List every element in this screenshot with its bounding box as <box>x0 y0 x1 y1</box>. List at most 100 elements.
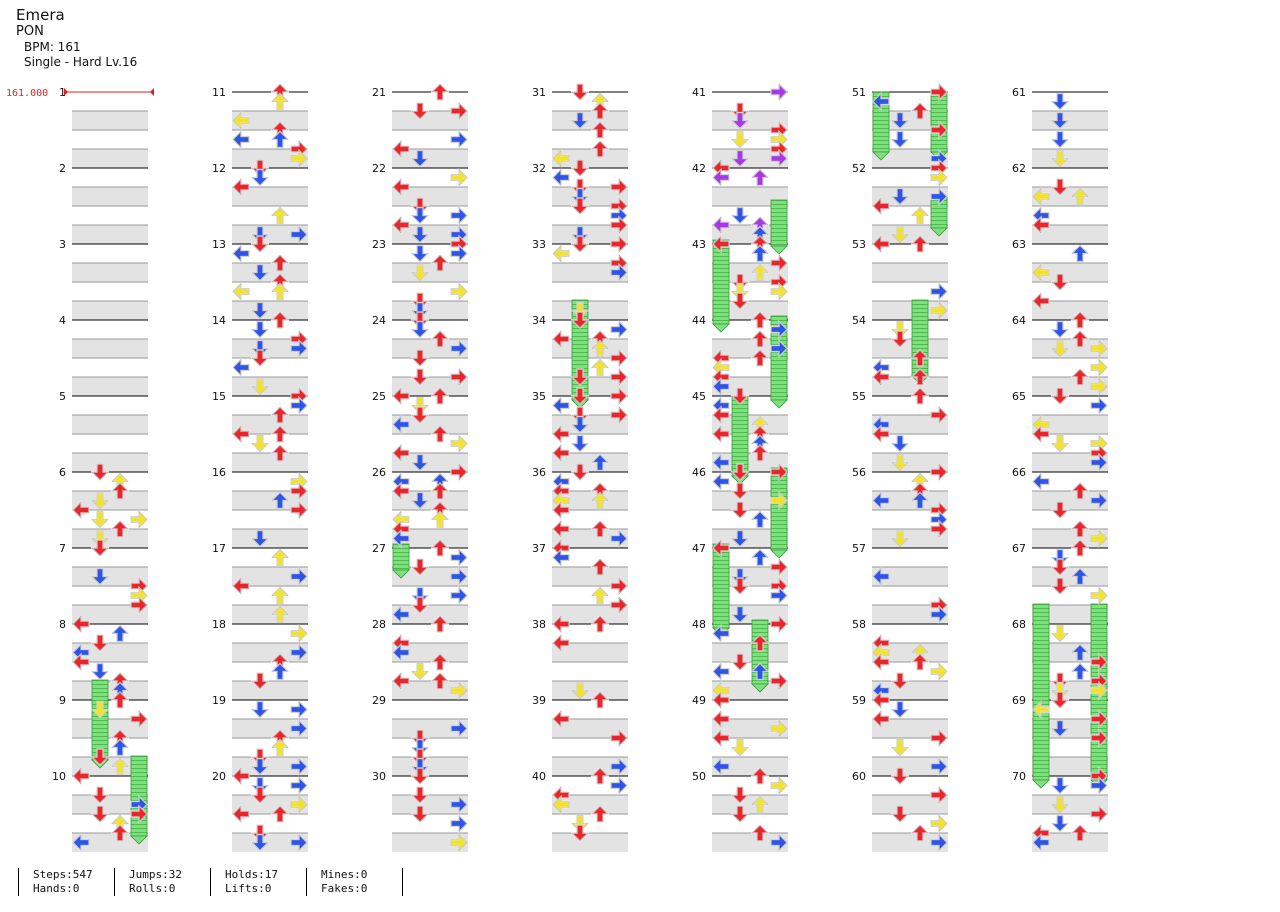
arrow-note <box>250 168 270 187</box>
measure-number: 34 <box>532 314 546 327</box>
arrow-note <box>110 520 130 538</box>
arrow-note <box>730 463 750 481</box>
arrow-note <box>1050 320 1070 339</box>
arrow-note <box>570 187 590 206</box>
beat-band <box>552 225 628 244</box>
measure-number: 13 <box>212 238 226 251</box>
arrow-note <box>450 719 468 738</box>
hold-body <box>91 679 109 761</box>
arrow-note <box>570 824 590 842</box>
arrow-note <box>930 301 948 320</box>
song-title: Emera <box>16 6 65 24</box>
arrow-note <box>930 462 948 482</box>
arrow-note <box>1070 368 1090 386</box>
beat-band <box>872 111 948 130</box>
arrow-note <box>552 149 570 168</box>
beat-band <box>872 377 948 396</box>
arrow-note <box>930 168 948 187</box>
beat-band <box>232 795 308 814</box>
arrow-note <box>910 824 930 842</box>
arrow-note <box>90 463 110 481</box>
arrow-note <box>1032 700 1050 719</box>
beat-band <box>72 643 148 662</box>
arrow-note <box>290 757 308 776</box>
arrow-note <box>250 833 270 852</box>
arrow-note <box>930 82 948 102</box>
beat-band <box>872 187 948 206</box>
arrow-note <box>410 729 430 747</box>
hold-body <box>392 543 410 571</box>
arrow-note <box>1032 424 1050 444</box>
arrow-note <box>392 139 410 159</box>
beat-band <box>232 377 308 396</box>
arrow-note <box>570 415 590 434</box>
arrow-note <box>110 738 130 757</box>
beat-band <box>872 605 948 624</box>
measure-number: 62 <box>1012 162 1026 175</box>
arrow-note <box>1032 472 1050 491</box>
beat-band <box>712 681 788 700</box>
stat-rolls: Rolls:0 <box>129 882 176 895</box>
stat-steps: Steps:547 <box>33 868 93 881</box>
arrow-note <box>450 168 468 187</box>
arrow-note <box>1090 652 1108 672</box>
arrow-note <box>730 605 750 624</box>
measure-number: 38 <box>532 618 546 631</box>
arrow-note <box>1090 709 1108 729</box>
arrow-note <box>872 367 890 387</box>
arrow-note <box>290 776 308 795</box>
beat-band <box>392 605 468 624</box>
arrow-note <box>450 434 468 453</box>
hold-end <box>1032 779 1050 789</box>
arrow-note <box>770 82 788 102</box>
beat-band <box>872 149 948 168</box>
measure-number: 15 <box>212 390 226 403</box>
measure-number: 2 <box>59 162 66 175</box>
arrow-note <box>290 567 308 586</box>
song-artist: PON <box>16 24 44 39</box>
arrow-note <box>410 805 430 823</box>
arrow-note <box>770 339 788 358</box>
arrow-note <box>570 463 590 481</box>
arrow-note <box>392 386 410 406</box>
beat-band <box>1032 643 1108 662</box>
stats-mines-fakes: Mines:0 Fakes:0 <box>306 868 402 896</box>
beat-band <box>392 719 468 738</box>
arrow-note <box>1070 187 1090 206</box>
arrow-note <box>1050 577 1070 595</box>
arrow-note <box>232 804 250 824</box>
measure-number: 14 <box>212 314 226 327</box>
arrow-note <box>410 206 430 225</box>
measure-number: 70 <box>1012 770 1026 783</box>
arrow-note <box>232 358 250 377</box>
measure-column-3 <box>392 91 468 852</box>
measure-number: 36 <box>532 466 546 479</box>
arrow-note <box>1070 643 1090 662</box>
beat-band <box>552 643 628 662</box>
beat-band <box>72 605 148 624</box>
beat-band <box>232 491 308 510</box>
arrow-note <box>130 510 148 529</box>
arrow-note <box>570 681 590 700</box>
arrow-note <box>930 728 948 748</box>
arrow-note <box>90 510 110 529</box>
beat-band <box>392 833 468 852</box>
measure-number: 22 <box>372 162 386 175</box>
arrow-note <box>890 225 910 244</box>
arrow-note <box>450 206 468 225</box>
arrow-note <box>1050 434 1070 453</box>
measure-lanes <box>72 91 1108 852</box>
measure-number: 68 <box>1012 618 1026 631</box>
arrow-note <box>270 254 290 272</box>
arrow-note <box>392 415 410 434</box>
beat-band <box>232 263 308 282</box>
measure-number: 52 <box>852 162 866 175</box>
arrow-note <box>610 234 628 254</box>
arrow-note <box>570 178 590 196</box>
arrow-note <box>750 634 770 652</box>
measure-number: 26 <box>372 466 386 479</box>
measure-number: 4 <box>59 314 66 327</box>
arrow-note <box>90 805 110 823</box>
measure-number: 46 <box>692 466 706 479</box>
arrow-note <box>430 510 450 529</box>
